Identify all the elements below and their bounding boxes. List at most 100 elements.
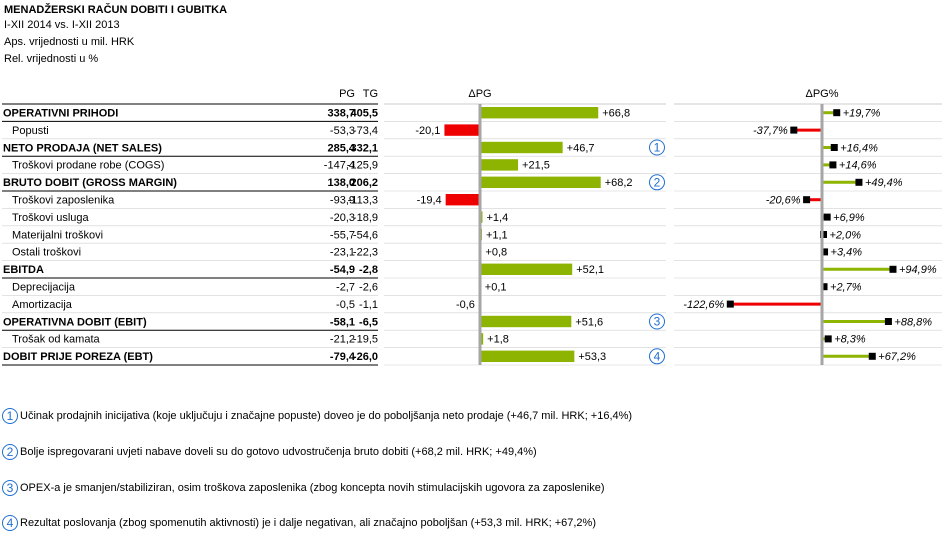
row-label: Materijalni troškovi — [12, 229, 103, 241]
value-tg: 405,5 — [350, 108, 378, 120]
delta-label: +52,1 — [576, 264, 604, 276]
pct-label: +6,9% — [833, 212, 865, 224]
note-2: 2 Bolje ispregovarani uvjeti nabave dove… — [2, 442, 537, 462]
delta-bar — [480, 159, 519, 171]
pct-marker — [823, 213, 831, 221]
value-tg: -54,6 — [353, 229, 378, 241]
value-tg: 206,2 — [350, 177, 378, 189]
value-tg: -26,0 — [353, 351, 378, 363]
row-label: Trošak od kamata — [12, 334, 101, 346]
note-1: 1 Učinak prodajnih inicijativa (koje ukl… — [2, 406, 632, 426]
value-pg: -20,3 — [330, 212, 355, 224]
pct-label: +67,2% — [878, 351, 916, 363]
delta-label: +1,1 — [486, 229, 508, 241]
delta-bar — [480, 107, 599, 119]
pct-label: +16,4% — [840, 142, 878, 154]
value-tg: -18,9 — [353, 212, 378, 224]
value-tg: -113,3 — [348, 195, 378, 207]
delta-bar — [480, 176, 601, 188]
delta-bar — [480, 263, 573, 275]
value-pg: -23,1 — [330, 247, 355, 259]
value-tg: 332,1 — [350, 142, 378, 154]
delta-bar — [480, 333, 484, 345]
value-tg: -22,3 — [353, 247, 378, 259]
value-pg: -93,9 — [330, 195, 355, 207]
value-pg: 138,0 — [327, 177, 355, 189]
delta-label: +21,5 — [522, 160, 550, 172]
note-text: OPEX-a je smanjen/stabiliziran, osim tro… — [20, 482, 605, 494]
pct-label: +2,7% — [830, 282, 862, 294]
pct-marker — [803, 196, 811, 204]
row-label: Troškovi usluga — [12, 212, 90, 224]
delta-label: +0,1 — [485, 282, 507, 294]
abs-values-note: Aps. vrijednosti u mil. HRK — [4, 36, 135, 48]
note-badge: 4 — [2, 515, 18, 531]
note-text: Bolje ispregovarani uvjeti nabave doveli… — [20, 446, 537, 458]
report-period: I-XII 2014 vs. I-XII 2013 — [4, 19, 120, 31]
pct-marker — [833, 109, 841, 117]
pct-label: +8,3% — [834, 334, 866, 346]
pct-marker — [790, 126, 798, 134]
value-tg: -1,1 — [359, 299, 378, 311]
column-header-tg: TG — [363, 88, 378, 100]
delta-label: +1,4 — [486, 212, 508, 224]
value-tg: -2,6 — [359, 282, 378, 294]
badge-circle — [649, 174, 665, 191]
delta-label: +66,8 — [602, 108, 630, 120]
pct-label: +3,4% — [831, 247, 863, 259]
column-header-delta-pct: ΔPG% — [805, 88, 838, 100]
badge-circle — [649, 348, 665, 365]
note-4: 4 Rezultat poslovanja (zbog spomenutih a… — [2, 513, 596, 533]
delta-label: -20,1 — [415, 125, 440, 137]
pct-marker — [889, 265, 897, 273]
row-label: NETO PRODAJA (NET SALES) — [3, 142, 162, 154]
badge-circle — [649, 313, 665, 330]
value-pg: -58,1 — [330, 316, 355, 328]
pct-label: -20,6% — [766, 195, 801, 207]
delta-label: -19,4 — [417, 195, 442, 207]
badge-circle — [649, 139, 665, 156]
value-pg: -21,2 — [330, 334, 355, 346]
value-tg: -19,5 — [353, 334, 378, 346]
delta-label: +51,6 — [575, 316, 603, 328]
delta-label: +1,8 — [487, 334, 509, 346]
pct-marker — [855, 178, 863, 186]
pct-label: +88,8% — [894, 316, 932, 328]
delta-label: +46,7 — [567, 142, 595, 154]
row-label: Troškovi prodane robe (COGS) — [12, 160, 164, 172]
pct-marker — [830, 144, 838, 151]
value-tg: -73,4 — [353, 125, 378, 137]
row-label: Ostali troškovi — [12, 247, 81, 259]
report-title: MENADŽERSKI RAČUN DOBITI I GUBITKA — [4, 4, 228, 16]
pct-label: -37,7% — [753, 125, 788, 137]
row-label: Amortizacija — [12, 299, 73, 311]
column-header-pg: PG — [339, 88, 355, 100]
delta-bar — [480, 350, 575, 362]
row-label: Deprecijacija — [12, 282, 76, 294]
note-text: Učinak prodajnih inicijativa (koje uklju… — [20, 410, 633, 422]
row-label: OPERATIVNA DOBIT (EBIT) — [3, 316, 147, 328]
delta-label: +53,3 — [578, 351, 606, 363]
value-pg: 338,7 — [327, 108, 355, 120]
value-tg: -125,9 — [347, 160, 378, 172]
pct-label: +2,0% — [829, 229, 861, 241]
row-label: BRUTO DOBIT (GROSS MARGIN) — [3, 177, 177, 189]
note-badge: 3 — [2, 480, 18, 496]
badge-number: 4 — [654, 350, 661, 364]
value-pg: -55,7 — [330, 229, 355, 241]
delta-bar — [480, 141, 563, 154]
value-pg: 285,4 — [327, 142, 355, 154]
value-pg: -2,7 — [336, 282, 355, 294]
row-label: Popusti — [12, 125, 49, 137]
delta-bar — [480, 315, 572, 328]
value-pg: -79,4 — [330, 351, 356, 363]
value-tg: -2,8 — [359, 264, 378, 276]
delta-label: -0,6 — [456, 299, 475, 311]
value-pg: -147,4 — [324, 160, 355, 172]
pct-label: +19,7% — [843, 108, 881, 120]
badge-number: 1 — [654, 141, 661, 155]
delta-label: +68,2 — [605, 177, 633, 189]
delta-bar — [445, 194, 480, 206]
badge-number: 3 — [654, 315, 661, 329]
